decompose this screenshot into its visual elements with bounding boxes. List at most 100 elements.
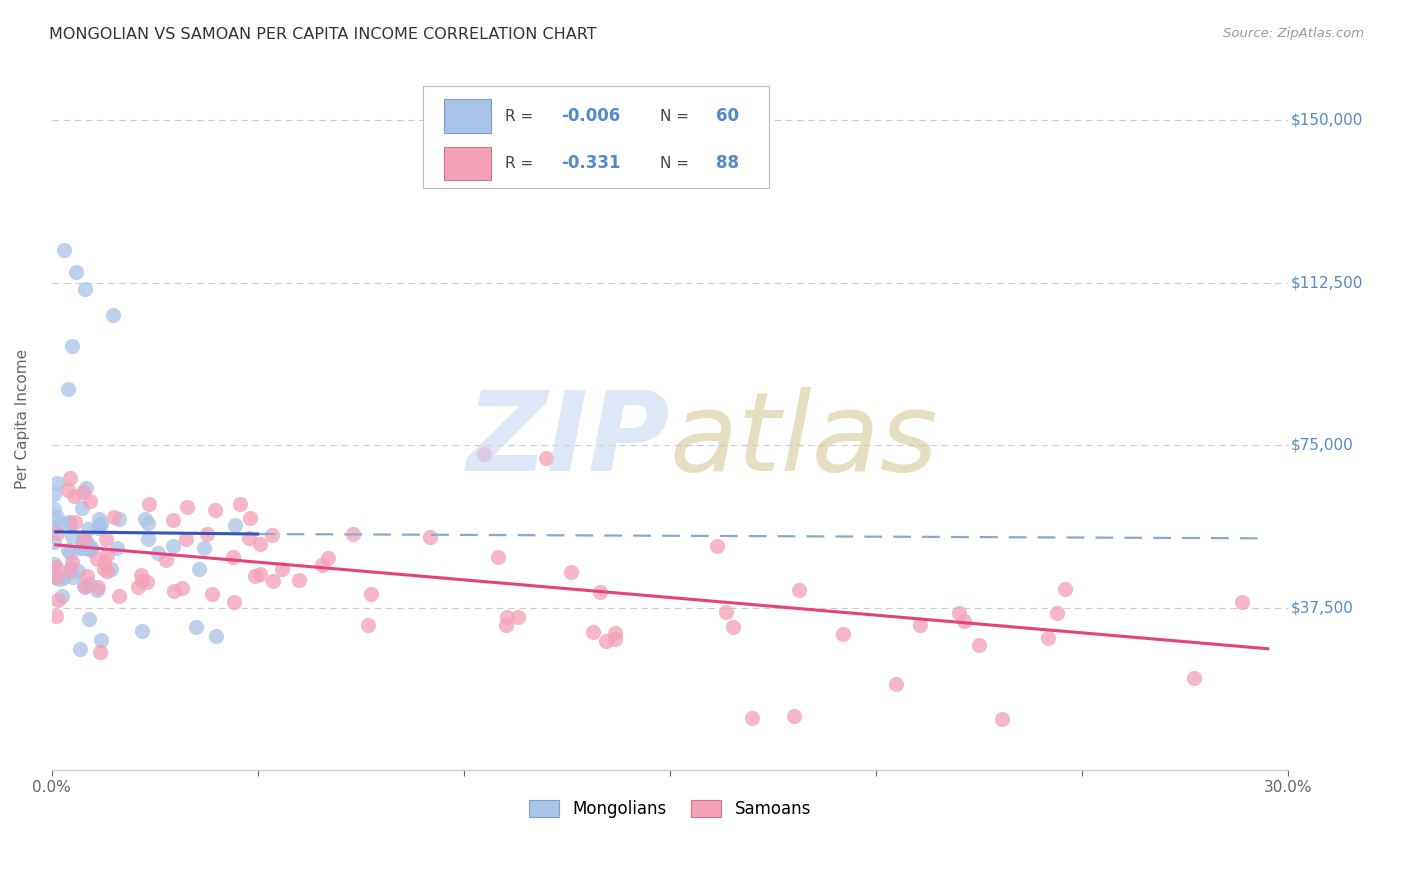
- Point: [65, 516, 87, 530]
- Point: [741, 711, 763, 725]
- Point: [86, 551, 108, 566]
- Point: [60, 338, 83, 352]
- Point: [952, 615, 974, 629]
- Bar: [443, 99, 491, 133]
- Point: [129, 567, 152, 582]
- Point: [1184, 671, 1206, 685]
- Point: [80, 540, 103, 554]
- Point: [108, 589, 131, 603]
- Point: [193, 541, 215, 556]
- Point: [56, 483, 79, 498]
- Point: [45, 570, 67, 584]
- Text: 88: 88: [716, 154, 738, 172]
- Text: atlas: atlas: [669, 387, 939, 494]
- Point: [70, 541, 93, 555]
- Point: [75, 482, 97, 496]
- Point: [357, 617, 380, 632]
- Point: [1036, 631, 1059, 645]
- Point: [155, 552, 177, 566]
- Point: [495, 618, 517, 632]
- Point: [69, 641, 91, 656]
- Point: [249, 537, 271, 551]
- Point: [204, 503, 226, 517]
- Point: [249, 566, 271, 581]
- Point: [228, 497, 250, 511]
- Point: [45, 560, 67, 574]
- Point: [134, 512, 156, 526]
- Point: [46, 526, 69, 541]
- Point: [62, 570, 84, 584]
- Point: [474, 447, 496, 461]
- Point: [72, 484, 94, 499]
- Point: [60, 561, 83, 575]
- Point: [419, 530, 441, 544]
- Text: $112,500: $112,500: [1291, 276, 1364, 291]
- Point: [706, 540, 728, 554]
- Point: [714, 605, 737, 619]
- Point: [87, 580, 110, 594]
- Point: [77, 612, 100, 626]
- Legend: Mongolians, Samoans: Mongolians, Samoans: [522, 793, 818, 825]
- Point: [73, 282, 96, 296]
- Bar: [443, 146, 491, 180]
- Point: [162, 512, 184, 526]
- Point: [721, 620, 744, 634]
- Point: [76, 536, 98, 550]
- Point: [77, 522, 100, 536]
- Point: [89, 645, 111, 659]
- Point: [96, 549, 118, 563]
- Point: [77, 542, 100, 557]
- Point: [63, 489, 86, 503]
- Point: [146, 546, 169, 560]
- Point: [52, 571, 75, 585]
- Point: [136, 516, 159, 530]
- Point: [103, 510, 125, 524]
- Point: [73, 531, 96, 545]
- Text: R =: R =: [505, 109, 538, 124]
- Point: [884, 676, 907, 690]
- Point: [239, 510, 262, 524]
- Point: [589, 585, 612, 599]
- Point: [138, 496, 160, 510]
- Point: [66, 564, 89, 578]
- Point: [128, 580, 150, 594]
- Point: [93, 555, 115, 569]
- Point: [58, 515, 80, 529]
- Point: [184, 620, 207, 634]
- Point: [42, 502, 65, 516]
- Point: [59, 516, 82, 531]
- Point: [222, 594, 245, 608]
- Point: [44, 487, 66, 501]
- Text: $75,000: $75,000: [1291, 438, 1354, 453]
- Point: [262, 528, 284, 542]
- Text: -0.006: -0.006: [561, 107, 620, 125]
- Point: [70, 501, 93, 516]
- Point: [49, 516, 72, 531]
- Text: ZIP: ZIP: [467, 387, 669, 494]
- Point: [94, 532, 117, 546]
- Y-axis label: Per Capita Income: Per Capita Income: [15, 349, 30, 490]
- Point: [495, 610, 517, 624]
- Point: [58, 564, 80, 578]
- Point: [201, 587, 224, 601]
- Point: [86, 582, 108, 597]
- Point: [162, 539, 184, 553]
- Point: [48, 593, 70, 607]
- Point: [595, 633, 617, 648]
- Point: [195, 527, 218, 541]
- Text: $37,500: $37,500: [1291, 600, 1354, 615]
- Point: [51, 589, 73, 603]
- Point: [163, 583, 186, 598]
- Point: [262, 574, 284, 588]
- Point: [60, 555, 83, 569]
- Point: [103, 309, 125, 323]
- Point: [967, 638, 990, 652]
- Point: [93, 561, 115, 575]
- Point: [560, 565, 582, 579]
- Point: [136, 575, 159, 590]
- Point: [65, 265, 87, 279]
- Point: [45, 509, 67, 524]
- Point: [1230, 595, 1253, 609]
- Point: [188, 562, 211, 576]
- Point: [46, 476, 69, 491]
